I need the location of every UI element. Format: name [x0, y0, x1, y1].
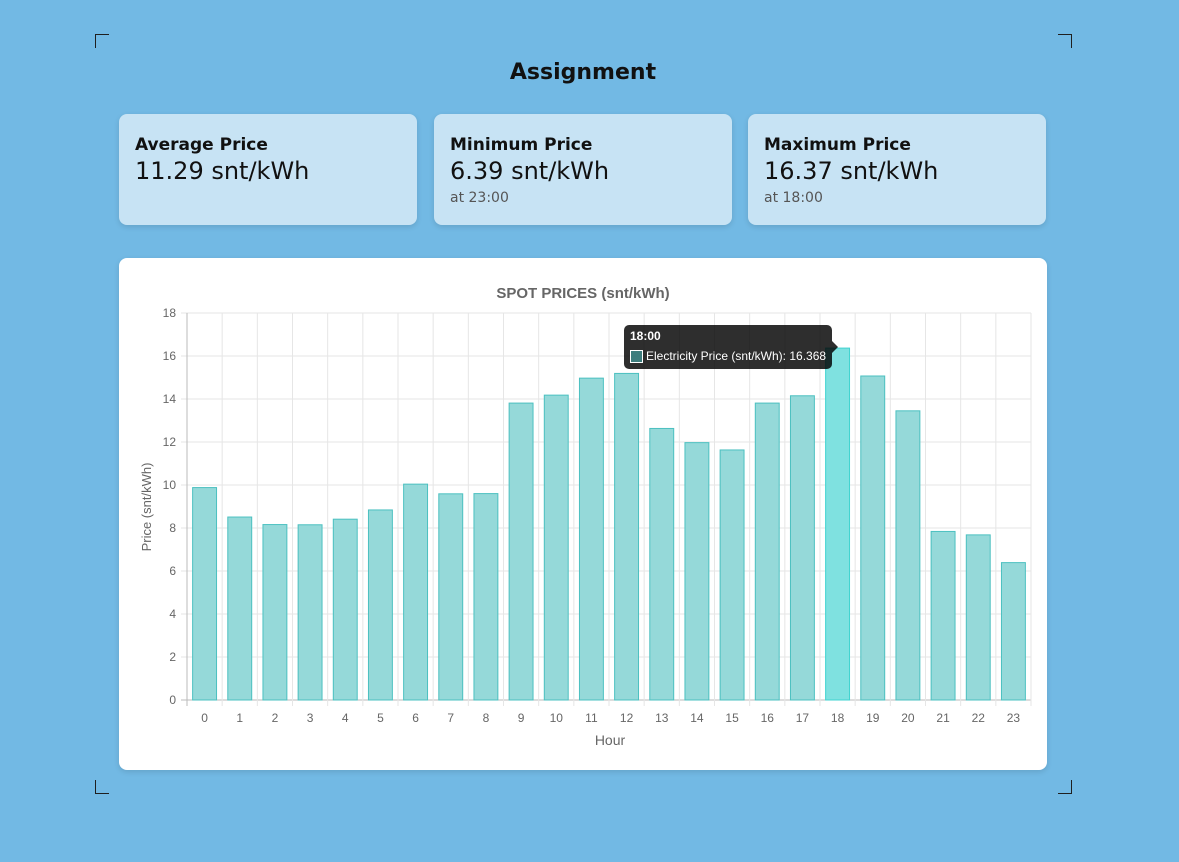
bar-hour-22[interactable]: [965, 534, 991, 701]
spot-price-chart-panel: SPOT PRICES (snt/kWh) 0 2 4 6 8 10 12 14 16 18 0 1 2…: [119, 258, 1047, 770]
y-tick-label: 14: [163, 392, 177, 406]
x-tick-label: 0: [201, 711, 208, 725]
x-tick-label: 14: [690, 711, 704, 725]
x-tick-label: 8: [483, 711, 490, 725]
x-tick-label: 1: [236, 711, 243, 725]
bar-hour-14[interactable]: [684, 442, 710, 701]
x-tick-label: 12: [620, 711, 634, 725]
frame-corner-bottom-right: [1058, 780, 1072, 794]
bar-hour-8[interactable]: [473, 493, 499, 701]
x-tick-label: 19: [866, 711, 880, 725]
bar-hour-5[interactable]: [367, 509, 393, 701]
x-tick-label: 9: [518, 711, 525, 725]
chart-bars: [192, 347, 1026, 701]
chart-grid: [181, 312, 1032, 706]
x-tick-label: 3: [307, 711, 314, 725]
bar-hour-23[interactable]: [1000, 562, 1026, 701]
chart-title: SPOT PRICES (snt/kWh): [496, 285, 669, 302]
y-tick-label: 10: [163, 478, 177, 492]
bar-hour-13[interactable]: [649, 427, 675, 701]
average-price-value: 11.29 snt/kWh: [135, 157, 310, 185]
x-tick-label: 22: [972, 711, 986, 725]
y-axis-label: Price (snt/kWh): [139, 463, 154, 552]
bar-hour-15[interactable]: [719, 449, 745, 701]
x-tick-label: 11: [585, 711, 598, 725]
bar-hour-6[interactable]: [403, 483, 429, 701]
maximum-price-card: Maximum Price 16.37 snt/kWh at 18:00: [748, 114, 1046, 225]
tooltip-value: Electricity Price (snt/kWh): 16.368: [646, 349, 827, 363]
x-tick-label: 10: [550, 711, 564, 725]
x-tick-label: 6: [412, 711, 419, 725]
bar-hour-2[interactable]: [262, 524, 288, 701]
x-tick-label: 13: [655, 711, 669, 725]
x-tick-label: 23: [1007, 711, 1021, 725]
frame-corner-top-right: [1058, 34, 1072, 48]
x-axis-label: Hour: [595, 732, 626, 748]
x-tick-label: 17: [796, 711, 810, 725]
x-tick-label: 18: [831, 711, 845, 725]
average-price-card: Average Price 11.29 snt/kWh: [119, 114, 417, 225]
y-tick-label: 0: [169, 693, 176, 707]
x-tick-label: 20: [901, 711, 915, 725]
x-tick-label: 16: [761, 711, 775, 725]
tooltip-body: Electricity Price (snt/kWh): 16.368: [630, 349, 826, 363]
bar-hour-0[interactable]: [192, 487, 218, 701]
x-tick-label: 15: [725, 711, 739, 725]
y-tick-label: 4: [169, 607, 176, 621]
bar-hour-3[interactable]: [297, 524, 323, 701]
maximum-price-label: Maximum Price: [764, 135, 911, 155]
y-tick-label: 6: [169, 564, 176, 578]
y-tick-label: 18: [163, 306, 177, 320]
x-tick-label: 7: [447, 711, 454, 725]
bar-hour-19[interactable]: [860, 375, 886, 701]
minimum-price-time: at 23:00: [450, 190, 509, 206]
bar-hour-4[interactable]: [332, 518, 358, 701]
bar-hour-20[interactable]: [895, 410, 921, 701]
bar-hour-11[interactable]: [578, 377, 604, 701]
bar-hour-21[interactable]: [930, 530, 956, 701]
page-title: Assignment: [509, 60, 657, 85]
bar-hour-17[interactable]: [789, 395, 815, 701]
maximum-price-time: at 18:00: [764, 190, 823, 206]
y-tick-label: 8: [169, 521, 176, 535]
bar-hour-12[interactable]: [614, 372, 640, 701]
bar-hour-10[interactable]: [543, 394, 569, 701]
y-tick-label: 12: [163, 435, 177, 449]
tooltip-title: 18:00: [630, 329, 661, 343]
bar-hour-9[interactable]: [508, 402, 534, 701]
y-tick-label: 2: [169, 650, 176, 664]
bar-hour-1[interactable]: [227, 516, 253, 701]
minimum-price-label: Minimum Price: [450, 135, 593, 155]
average-price-label: Average Price: [135, 135, 268, 155]
x-tick-label: 2: [272, 711, 279, 725]
x-tick-label: 21: [936, 711, 950, 725]
y-tick-label: 16: [163, 349, 177, 363]
bar-hour-18[interactable]: [825, 347, 851, 701]
frame-corner-top-left: [95, 34, 109, 48]
bar-hour-16[interactable]: [754, 402, 780, 701]
bar-tooltip: 18:00 Electricity Price (snt/kWh): 16.36…: [624, 325, 839, 369]
frame-corner-bottom-left: [95, 780, 109, 794]
bar-hour-7[interactable]: [438, 493, 464, 701]
x-tick-label: 4: [342, 711, 349, 725]
x-tick-label: 5: [377, 711, 384, 725]
tooltip-color-swatch: [630, 349, 643, 363]
minimum-price-value: 6.39 snt/kWh: [450, 157, 610, 185]
maximum-price-value: 16.37 snt/kWh: [764, 157, 939, 185]
minimum-price-card: Minimum Price 6.39 snt/kWh at 23:00: [434, 114, 732, 225]
